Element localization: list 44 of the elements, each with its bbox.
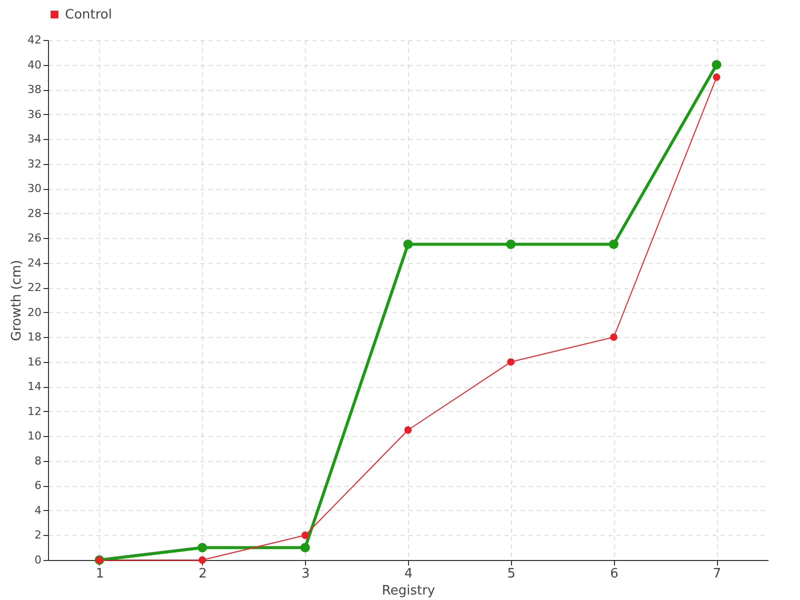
- y-tick-label: 16: [28, 355, 42, 368]
- y-tick-label: 12: [28, 404, 42, 418]
- y-tick-label: 24: [28, 256, 42, 270]
- point: [507, 358, 515, 366]
- y-tick-label: 8: [34, 454, 42, 468]
- y-tick-label: 26: [28, 232, 42, 245]
- x-tick-label: 7: [712, 566, 722, 582]
- y-tick-label: 28: [28, 206, 42, 220]
- y-tick-label: 42: [28, 34, 42, 46]
- x-tick-label: 6: [610, 566, 618, 582]
- point: [198, 542, 208, 552]
- y-tick-label: 2: [34, 528, 42, 542]
- x-tick-label: 2: [198, 566, 207, 582]
- point: [506, 240, 516, 250]
- point: [404, 426, 412, 434]
- point: [300, 542, 310, 552]
- x-tick-label: 3: [302, 566, 310, 582]
- point: [403, 240, 413, 250]
- point: [301, 532, 309, 539]
- y-tick-label: 20: [28, 306, 42, 319]
- y-tick-label: 6: [34, 479, 42, 492]
- x-axis-title: Registry: [382, 584, 436, 598]
- point: [712, 60, 722, 70]
- y-tick-label: 18: [28, 330, 42, 344]
- x-tick-label: 4: [404, 566, 413, 582]
- y-tick-label: 34: [28, 132, 42, 146]
- y-axis-title: Growth (cm): [10, 260, 25, 342]
- legend-label: Control: [65, 8, 112, 22]
- point: [198, 556, 206, 564]
- y-tick-label: 32: [28, 157, 42, 170]
- point: [608, 240, 618, 250]
- point: [610, 333, 618, 341]
- y-tick-label: 38: [28, 83, 42, 96]
- y-tick-label: 30: [28, 182, 42, 196]
- y-tick-label: 22: [28, 281, 42, 294]
- y-tick-label: 36: [28, 108, 42, 121]
- y-tick-label: 0: [34, 554, 42, 566]
- x-tick-label: 1: [96, 566, 104, 582]
- y-tick-label: 10: [28, 430, 42, 443]
- y-tick-label: 14: [28, 380, 42, 394]
- y-tick-label: 40: [28, 58, 42, 72]
- x-tick-label: 5: [507, 566, 516, 582]
- y-tick-label: 4: [34, 504, 42, 517]
- point: [712, 73, 720, 81]
